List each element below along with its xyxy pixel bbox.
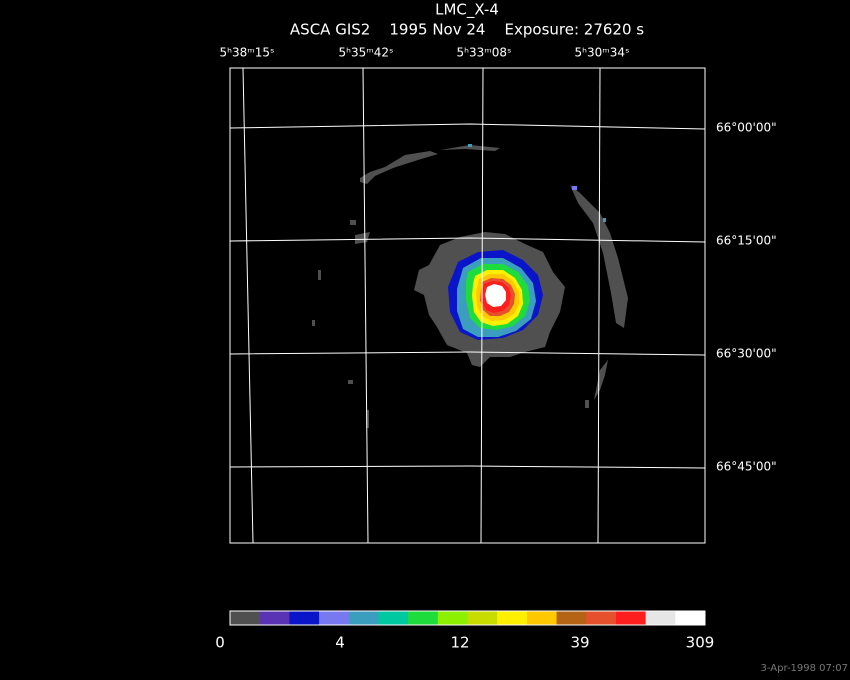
colorbar-label: 4 [335, 634, 345, 652]
dec-label: 66°45'00" [716, 460, 777, 474]
timestamp: 3-Apr-1998 07:07 [761, 663, 848, 674]
dec-label: 66°30'00" [716, 347, 777, 361]
colorbar-label: 39 [570, 634, 589, 652]
dec-labels: 66°00'00" 66°15'00" 66°30'00" 66°45'00" [716, 121, 777, 474]
ra-label: 5ʰ30ᵐ34ˢ [575, 46, 630, 60]
subtitle: ASCA GIS2 1995 Nov 24 Exposure: 27620 s [290, 21, 644, 39]
ra-label: 5ʰ35ᵐ42ˢ [339, 46, 394, 60]
colorbar-cell [408, 611, 439, 625]
colorbar-cell [319, 611, 350, 625]
dec-label: 66°15'00" [716, 234, 777, 248]
ring [312, 145, 628, 428]
colorbar-cell [230, 611, 261, 625]
pixel [603, 218, 606, 222]
ra-label: 5ʰ33ᵐ08ˢ [457, 46, 512, 60]
colorbar-frame [229, 610, 706, 626]
colorbar-cell [259, 611, 290, 625]
colorbar-cell [289, 611, 320, 625]
ra-label: 5ʰ38ᵐ15ˢ [220, 46, 275, 60]
colorbar-cell [526, 611, 558, 625]
colorbar-cell [675, 611, 706, 625]
pixel [468, 144, 472, 147]
coordinate-grid [229, 67, 706, 544]
title: LMC_X-4 [435, 1, 499, 20]
colorbar-cell [615, 611, 647, 625]
colorbar-cell [348, 611, 379, 625]
colorbar-cell [497, 611, 528, 625]
colorbar-cell [556, 611, 587, 625]
colorbar-cell [437, 611, 468, 625]
dec-label: 66°00'00" [716, 121, 777, 135]
source [414, 232, 565, 367]
colorbar-cell [378, 611, 409, 625]
colorbar-cell [645, 611, 676, 625]
colorbar-label: 0 [215, 634, 225, 652]
colorbar-label: 12 [450, 634, 469, 652]
image [229, 67, 706, 544]
ra-labels: 5ʰ38ᵐ15ˢ 5ʰ35ᵐ42ˢ 5ʰ33ᵐ08ˢ 5ʰ30ᵐ34ˢ [220, 46, 630, 60]
pixel [572, 186, 577, 190]
colorbar-cell [586, 611, 617, 625]
colorbar-label: 309 [686, 634, 715, 652]
colorbar: 0 4 12 39 309 [215, 610, 715, 652]
colorbar-cell [467, 611, 498, 625]
